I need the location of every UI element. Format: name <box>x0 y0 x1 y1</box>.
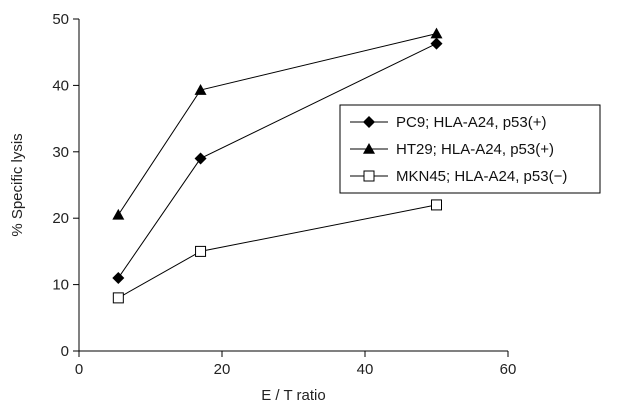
legend-entry: MKN45; HLA-A24, p53(−) <box>350 168 567 185</box>
data-point <box>112 208 125 220</box>
legend-marker <box>363 170 375 182</box>
y-axis-title: % Specific lysis <box>9 133 26 236</box>
y-tick-label: 30 <box>52 144 69 161</box>
data-point <box>194 152 207 165</box>
legend-label: PC9; HLA-A24, p53(+) <box>396 114 547 131</box>
data-point <box>195 245 207 257</box>
legend-marker <box>363 116 375 128</box>
legend-label: HT29; HLA-A24, p53(+) <box>396 141 554 158</box>
legend-label: MKN45; HLA-A24, p53(−) <box>396 168 567 185</box>
x-tick-label: 60 <box>500 361 517 378</box>
x-tick-label: 20 <box>214 361 231 378</box>
y-tick-label: 0 <box>61 343 69 360</box>
y-tick-label: 50 <box>52 11 69 28</box>
data-point <box>194 84 207 95</box>
legend-entry: PC9; HLA-A24, p53(+) <box>350 114 547 131</box>
axes: 0 10 20 30 40 50 0 20 40 60 <box>52 11 516 378</box>
data-point <box>112 292 124 304</box>
data-point <box>112 271 125 284</box>
y-tick-label: 40 <box>52 77 69 94</box>
legend: PC9; HLA-A24, p53(+) HT29; HLA-A24, p53(+… <box>339 104 601 194</box>
series-1 <box>112 37 443 284</box>
x-tick-label: 0 <box>75 361 83 378</box>
data-point <box>430 27 443 39</box>
y-tick-label: 20 <box>52 210 69 227</box>
series-3 <box>112 199 442 304</box>
legend-marker <box>363 143 375 154</box>
x-tick-label: 40 <box>357 361 374 378</box>
series-line <box>118 204 437 299</box>
data-point <box>430 37 443 50</box>
series-layer <box>112 27 443 304</box>
data-point <box>431 199 442 211</box>
series-2 <box>112 27 443 220</box>
y-tick-label: 10 <box>52 277 69 294</box>
x-axis-title: E / T ratio <box>261 387 325 404</box>
legend-entry: HT29; HLA-A24, p53(+) <box>350 141 554 158</box>
